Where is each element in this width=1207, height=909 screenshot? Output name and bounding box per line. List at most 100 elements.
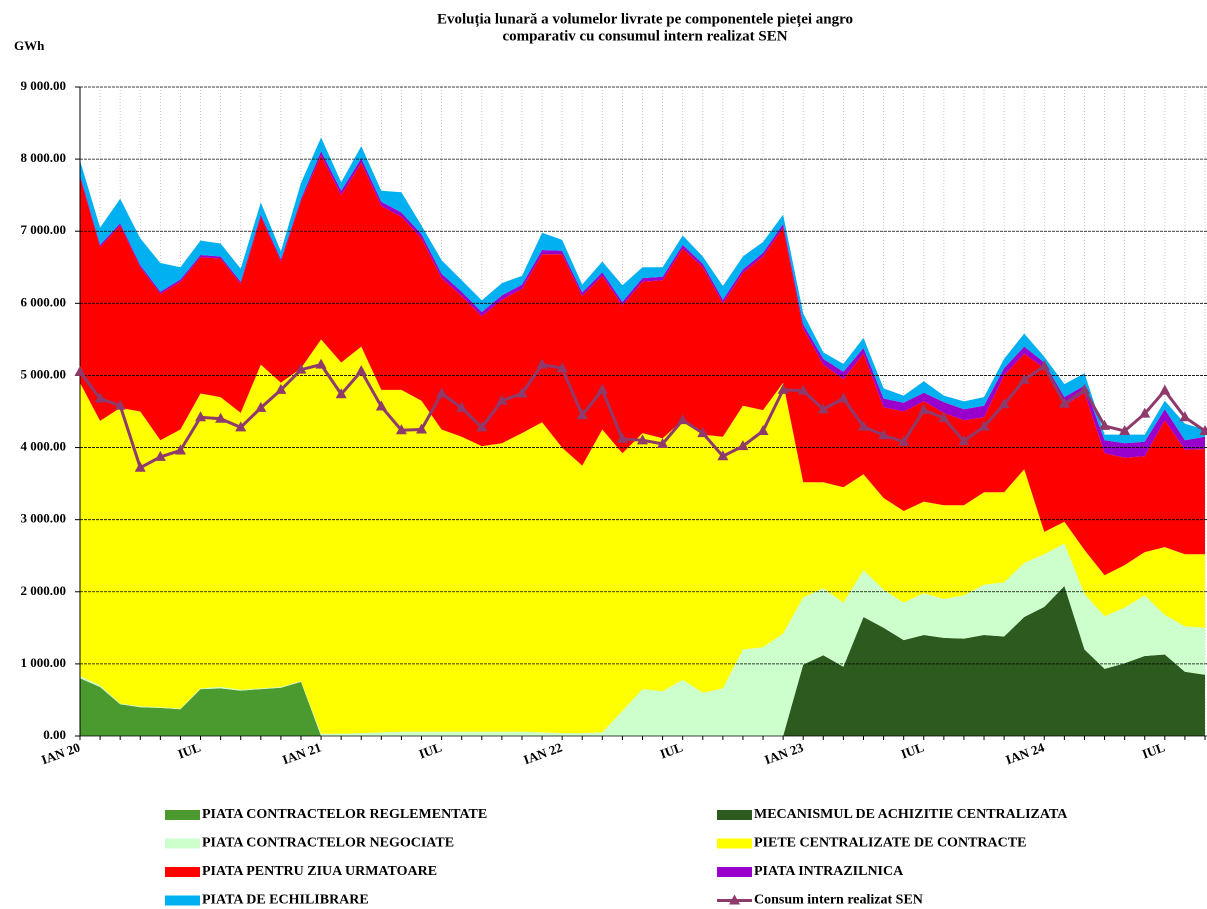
line-marker — [978, 420, 990, 431]
line-marker — [556, 362, 568, 373]
line-marker — [1099, 419, 1111, 430]
legend-swatch — [165, 838, 200, 849]
line-marker — [456, 401, 468, 412]
x-tick-label: IAN 23 — [762, 739, 805, 767]
plot-area — [80, 137, 1205, 736]
x-tick-label: IUL — [1140, 739, 1167, 761]
line-marker — [797, 384, 809, 395]
legend-swatch — [165, 810, 200, 820]
line-marker — [134, 461, 146, 472]
line-marker — [1078, 383, 1090, 394]
line-marker — [295, 363, 307, 374]
line-marker — [677, 414, 689, 425]
line-marker — [154, 450, 166, 461]
x-tick-label: IUL — [417, 739, 444, 761]
area — [80, 543, 1205, 736]
y-tick-label: 0.00 — [43, 727, 66, 742]
x-tick-label: IUL — [899, 739, 926, 761]
line-marker — [1139, 407, 1151, 418]
legend-swatch — [717, 867, 752, 877]
area — [80, 586, 1205, 736]
y-tick-label: 1 000.00 — [21, 655, 67, 670]
y-tick-label: 7 000.00 — [21, 222, 67, 237]
line-marker — [195, 411, 207, 422]
legend-label: PIATA INTRAZILNICA — [754, 864, 904, 879]
line-marker — [1018, 373, 1030, 384]
x-tick-label: IAN 22 — [521, 740, 564, 768]
line-marker — [315, 358, 327, 369]
line-marker — [958, 435, 970, 446]
legend-label: PIETE CENTRALIZATE DE CONTRACTE — [754, 836, 1026, 851]
area — [80, 678, 1205, 736]
line-marker — [1159, 384, 1171, 395]
area — [80, 339, 1205, 734]
legend-swatch — [165, 895, 200, 906]
line-marker — [476, 421, 488, 432]
legend-swatch — [717, 838, 752, 849]
line-marker — [94, 392, 106, 403]
y-tick-label: 6 000.00 — [21, 294, 67, 309]
line-marker — [1179, 411, 1191, 422]
line-marker — [596, 383, 608, 394]
line-marker — [275, 383, 287, 394]
legend-swatch — [165, 867, 200, 877]
line-marker — [1038, 360, 1050, 371]
area — [80, 155, 1205, 576]
line-marker — [898, 435, 910, 446]
line-marker — [215, 412, 227, 423]
line-marker — [1119, 424, 1131, 435]
legend-label: PIATA PENTRU ZIUA URMATOARE — [202, 864, 437, 879]
x-tick-label: IAN 21 — [280, 740, 323, 768]
line-marker — [737, 440, 749, 451]
line-marker — [436, 387, 448, 398]
y-tick-label: 3 000.00 — [21, 511, 67, 526]
line-marker — [395, 424, 407, 435]
line-marker — [857, 420, 869, 431]
line-marker — [777, 383, 789, 394]
legend-label: PIATA CONTRACTELOR REGLEMENTATE — [202, 807, 487, 822]
legend-label: MECANISMUL DE ACHIZITIE CENTRALIZATA — [754, 807, 1068, 822]
line-marker — [174, 444, 186, 455]
x-tick-label: IAN 24 — [1004, 739, 1047, 767]
line-marker — [496, 394, 508, 405]
legend: PIATA CONTRACTELOR REGLEMENTATE MECANISMU… — [165, 807, 1068, 908]
line-marker — [516, 387, 528, 398]
line-marker — [375, 400, 387, 411]
line-marker — [918, 404, 930, 415]
line-marker — [697, 427, 709, 438]
line-marker — [637, 434, 648, 445]
x-tick-label: IUL — [658, 739, 685, 761]
x-tick-label: IAN 20 — [39, 740, 82, 768]
line-marker — [998, 398, 1010, 409]
line-marker — [355, 365, 367, 376]
legend-swatch — [717, 810, 752, 820]
x-tick-label: IUL — [176, 739, 203, 761]
line-marker — [1199, 424, 1207, 435]
line-marker — [717, 450, 729, 461]
line-marker — [757, 424, 769, 435]
legend-label: Consum intern realizat SEN — [754, 893, 923, 908]
line-marker — [837, 392, 849, 403]
line-marker — [817, 403, 829, 414]
legend-marker — [729, 894, 740, 905]
chart-title: Evoluția lunară a volumelor livrate pe c… — [437, 11, 853, 27]
line-marker — [938, 411, 950, 422]
line-marker — [416, 423, 428, 434]
y-tick-label: 9 000.00 — [21, 78, 67, 93]
line-marker — [657, 437, 669, 448]
chart-title: comparativ cu consumul intern realizat S… — [502, 28, 787, 44]
line-marker — [335, 388, 347, 399]
line-marker — [576, 409, 588, 420]
line-marker — [878, 429, 890, 440]
line-marker — [536, 358, 548, 369]
line-marker — [616, 432, 628, 443]
legend-label: PIATA DE ECHILIBRARE — [202, 893, 369, 908]
line-marker — [255, 401, 267, 412]
y-tick-label: 8 000.00 — [21, 150, 67, 165]
line-marker — [74, 365, 86, 376]
y-tick-label: 5 000.00 — [21, 366, 67, 381]
y-tick-label: 4 000.00 — [21, 439, 67, 454]
legend-label: PIATA CONTRACTELOR NEGOCIATE — [202, 836, 454, 851]
line-marker — [114, 399, 126, 410]
